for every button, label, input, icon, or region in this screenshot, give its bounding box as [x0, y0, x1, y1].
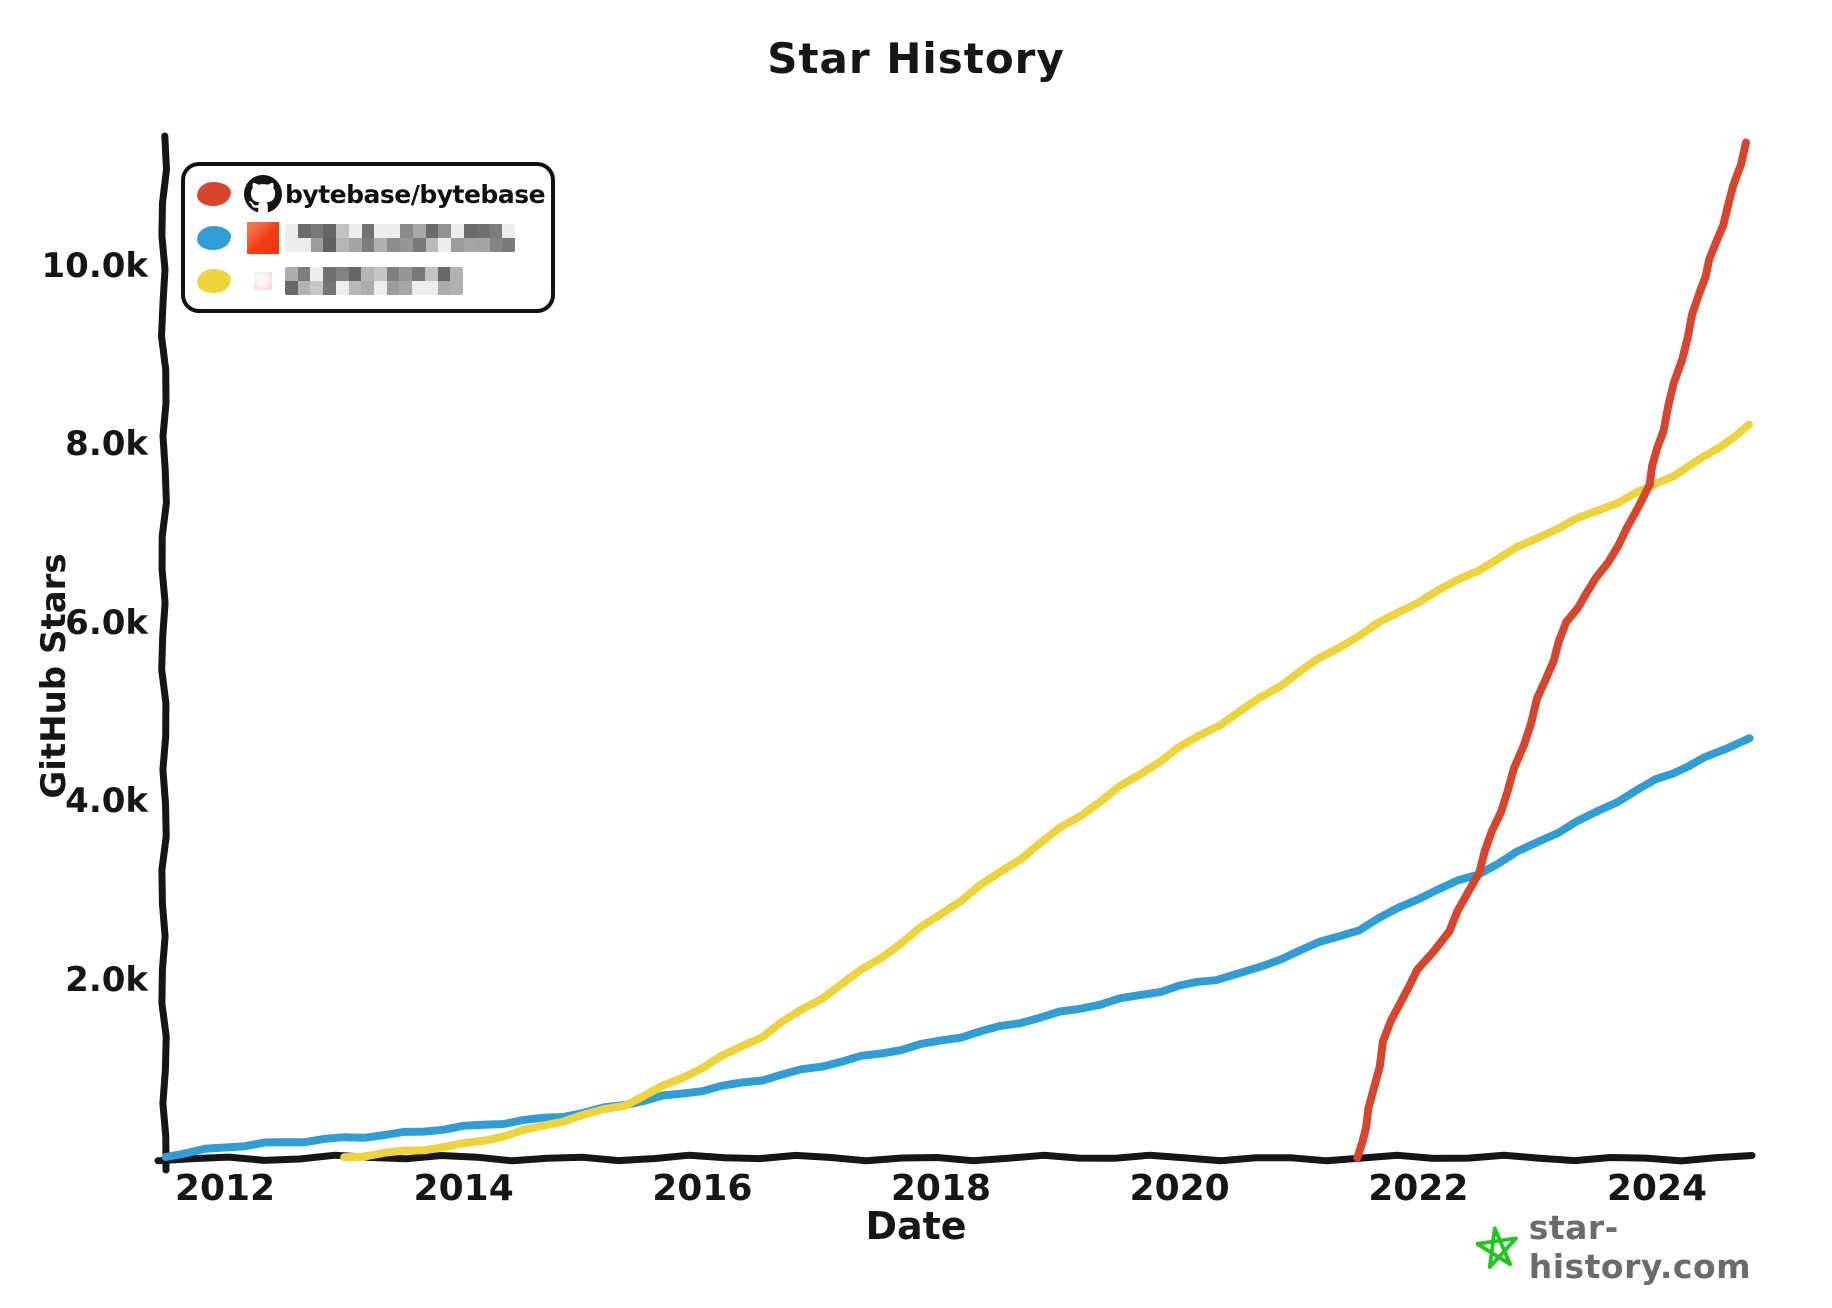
x-tick-label: 2014 [413, 1168, 514, 1209]
series-line-censored-1 [340, 420, 1753, 1162]
star-logo-icon [1476, 1226, 1518, 1269]
x-axis-label: Date [865, 1204, 967, 1248]
legend-color-swatch [196, 224, 232, 251]
legend-color-swatch [196, 181, 232, 208]
star-shape [1476, 1226, 1518, 1269]
y-axis-line [158, 132, 170, 1174]
watermark-text: star-history.com [1528, 1208, 1752, 1286]
watermark-link[interactable]: star-history.com [1476, 1208, 1832, 1286]
legend-item-censored-2 [196, 260, 539, 302]
legend-color-swatch [196, 267, 232, 294]
y-tick-label: 8.0k [65, 424, 148, 464]
y-tick-label: 4.0k [65, 781, 148, 821]
x-tick-label: 2012 [174, 1168, 276, 1209]
x-axis-line [154, 1151, 1756, 1165]
orange-square-avatar-icon [247, 221, 279, 254]
x-tick-label: 2016 [652, 1168, 753, 1209]
censored-repo-name [285, 266, 463, 295]
github-octocat-icon [244, 175, 282, 213]
x-tick-label: 2018 [890, 1168, 992, 1209]
x-tick-label: 2022 [1368, 1168, 1469, 1209]
legend: bytebase/bytebase [181, 162, 555, 313]
chart-title: Star History [767, 34, 1065, 83]
censored-repo-name [285, 223, 515, 252]
series-line-bytebase-bytebase [1353, 138, 1750, 1162]
x-tick-label: 2020 [1129, 1168, 1230, 1209]
legend-item-bytebase-bytebase: bytebase/bytebase [196, 173, 546, 215]
y-tick-label: 6.0k [65, 602, 148, 643]
y-tick-label: 10.0k [41, 245, 149, 286]
legend-repo-name: bytebase/bytebase [285, 179, 546, 209]
pink-square-avatar-icon [254, 271, 272, 290]
y-tick-label: 2.0k [65, 959, 148, 1000]
legend-item-censored-1 [196, 217, 539, 259]
x-tick-label: 2024 [1606, 1168, 1708, 1209]
series-line-censored-0 [161, 734, 1754, 1161]
